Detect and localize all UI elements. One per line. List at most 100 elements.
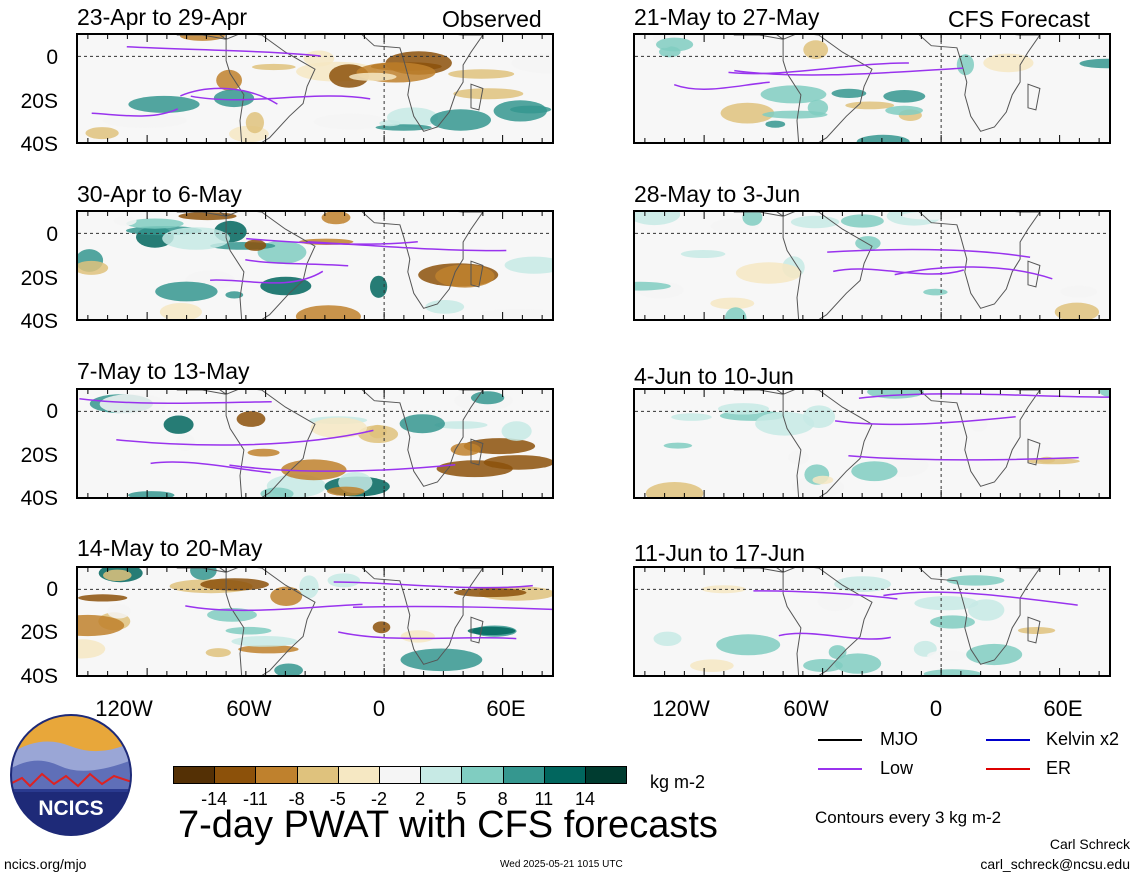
- low-contour: [338, 631, 517, 640]
- pwat-anomaly-blob: [274, 663, 303, 675]
- pwat-anomaly-blob: [399, 414, 445, 434]
- colorbar-swatch: [255, 766, 298, 784]
- pwat-anomaly-blob: [436, 460, 513, 478]
- ytick-0: 0: [46, 400, 58, 423]
- coastline: [782, 390, 873, 497]
- pwat-anomaly-blob: [370, 275, 388, 298]
- low-contour: [245, 258, 349, 267]
- colorbar-label: -8: [288, 789, 305, 809]
- low-contour: [333, 581, 533, 589]
- pwat-anomaly-blob: [828, 645, 847, 660]
- coastline: [470, 616, 484, 644]
- pwat-anomaly-blob: [454, 588, 527, 598]
- panel-1-title: 23-Apr to 29-Apr: [77, 4, 248, 30]
- low-contour: [848, 454, 1079, 461]
- pwat-anomaly-blob: [128, 491, 175, 497]
- colorbar-swatch: [296, 766, 339, 784]
- pwat-anomaly-blob: [946, 575, 1005, 586]
- pwat-anomaly-blob: [927, 650, 968, 661]
- low-contour: [728, 62, 909, 75]
- coastline: [918, 35, 1041, 132]
- pwat-anomaly-blob: [812, 475, 834, 485]
- pwat-anomaly-blob: [493, 100, 547, 122]
- low-contour: [180, 87, 278, 105]
- pwat-anomaly-blob: [716, 634, 781, 656]
- pwat-anomaly-blob: [856, 134, 910, 142]
- ytick-20s: 20S: [20, 267, 58, 290]
- pwat-anomaly-blob: [178, 212, 237, 221]
- main-title: 7-day PWAT with CFS forecasts: [178, 804, 718, 846]
- pwat-anomaly-blob: [435, 264, 495, 288]
- low-contour: [834, 416, 1016, 426]
- low-contour: [210, 270, 324, 284]
- colorbar-swatch: [502, 766, 545, 784]
- ytick-20s: 20S: [20, 90, 58, 113]
- pwat-anomaly-blob: [448, 69, 515, 79]
- coastline: [782, 568, 873, 675]
- pwat-anomaly-blob: [238, 645, 299, 654]
- pwat-anomaly-blob: [653, 631, 682, 646]
- coastline: [176, 390, 227, 395]
- pwat-anomaly-blob: [400, 630, 435, 643]
- pwat-anomaly-blob: [817, 591, 854, 612]
- coastline: [733, 35, 784, 40]
- coastline: [782, 212, 873, 319]
- pwat-anomaly-blob: [113, 215, 137, 226]
- pwat-anomaly-blob: [671, 413, 712, 421]
- pwat-anomaly-blob: [656, 37, 694, 52]
- pwat-anomaly-blob: [735, 262, 802, 284]
- pwat-anomaly-blob: [78, 260, 109, 275]
- pwat-anomaly-blob: [372, 621, 391, 634]
- pwat-anomaly-blob: [760, 85, 827, 104]
- legend-er-line: [986, 768, 1030, 770]
- panel-5-title: 7-May to 13-May: [77, 358, 250, 384]
- pwat-anomaly-blob: [1017, 627, 1056, 634]
- map-panel-3: [76, 210, 554, 321]
- pwat-anomaly-blob: [883, 90, 926, 103]
- pwat-anomaly-blob: [327, 486, 365, 496]
- pwat-anomaly-blob: [718, 403, 769, 415]
- xtick-120w: 120W: [652, 696, 710, 721]
- ytick-20s: 20S: [20, 621, 58, 644]
- low-contour: [79, 397, 272, 404]
- pwat-anomaly-blob: [176, 433, 195, 452]
- xtick-120w: 120W: [95, 696, 153, 721]
- footer-site: ncics.org/mjo: [4, 856, 87, 872]
- coastline: [176, 35, 227, 40]
- pwat-anomaly-blob: [742, 212, 763, 226]
- pwat-anomaly-blob: [207, 608, 257, 622]
- pwat-anomaly-blob: [99, 393, 167, 415]
- legend-low-label: Low: [880, 758, 914, 778]
- colorbar-swatch: [585, 766, 628, 784]
- map-panel-6: [633, 388, 1111, 499]
- coastline: [470, 438, 484, 466]
- coastline: [361, 212, 484, 309]
- ytick-40s: 40S: [20, 310, 58, 333]
- colorbar-label: 5: [456, 789, 467, 809]
- pwat-anomaly-blob: [956, 54, 974, 76]
- low-contour: [734, 67, 964, 76]
- low-contour: [185, 603, 363, 612]
- panel-2-label: CFS Forecast: [948, 6, 1090, 32]
- pwat-anomaly-blob: [969, 416, 988, 432]
- pwat-anomaly-blob: [179, 35, 225, 41]
- map-panel-4: [633, 210, 1111, 321]
- low-contour: [150, 461, 271, 474]
- ytick-0: 0: [46, 578, 58, 601]
- pwat-anomaly-blob: [349, 72, 397, 81]
- pwat-anomaly-blob: [803, 40, 829, 60]
- pwat-anomaly-blob: [295, 305, 361, 319]
- low-contour: [753, 590, 898, 600]
- pwat-anomaly-blob: [163, 415, 194, 434]
- coastline: [1027, 260, 1041, 288]
- low-contour: [91, 108, 179, 117]
- colorbar-swatch: [337, 766, 380, 784]
- colorbar-swatch: [173, 766, 216, 784]
- coastline: [225, 390, 316, 497]
- pwat-anomaly-blob: [159, 303, 202, 319]
- xtick-0: 0: [929, 696, 943, 721]
- pwat-anomaly-blob: [231, 636, 298, 647]
- xtick-60w: 60W: [783, 696, 829, 721]
- pwat-anomaly-blob: [851, 461, 898, 482]
- ytick-0: 0: [46, 46, 58, 69]
